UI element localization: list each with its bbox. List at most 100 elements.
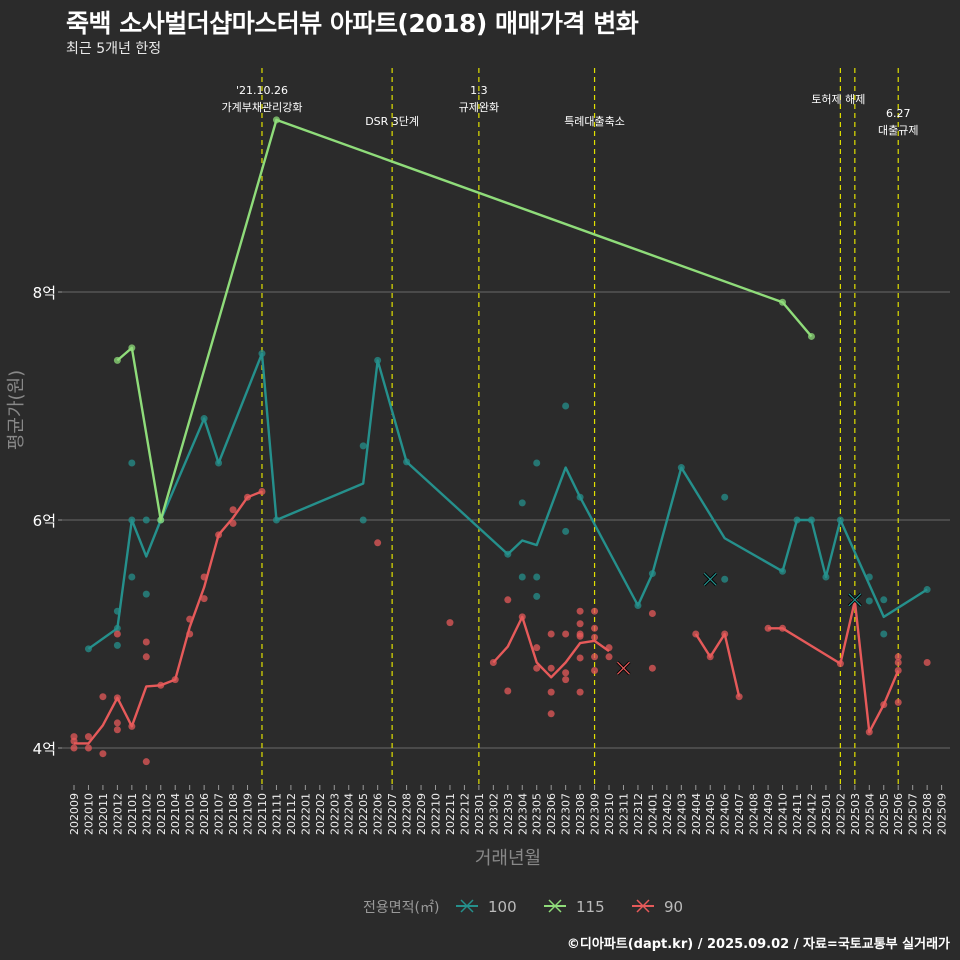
x-tick-label: 202507 [907,793,920,835]
x-tick-label: 202402 [661,793,674,835]
x-tick-label: 202210 [430,793,443,835]
x-tick-label: 202501 [820,793,833,835]
x-tick-label: 202307 [560,793,573,835]
data-point [99,750,107,758]
legend-key-icon [636,899,650,913]
data-point [576,632,584,640]
data-point [359,442,367,450]
series-line [74,490,263,745]
data-point [504,687,512,695]
series-100 [84,350,931,653]
data-point [591,666,599,674]
data-point [547,710,555,718]
data-point [113,641,121,649]
legend-label: 100 [488,898,517,916]
data-point [562,630,570,638]
x-tick-label: 202504 [863,793,876,835]
x-tick-label: 202009 [68,793,81,835]
x-tick-label: 202104 [169,793,182,835]
data-point [894,659,902,666]
legend-item-115: 115 [544,898,605,916]
data-point [142,516,150,524]
data-point [562,527,570,535]
data-point [142,590,150,598]
legend-key-icon [460,899,474,913]
data-point [128,459,136,467]
data-point [605,653,613,661]
x-tick-label: 202106 [198,793,211,835]
x-tick-label: 202102 [140,793,153,835]
data-point [99,693,107,701]
x-tick-label: 202012 [111,793,124,835]
x-tick-label: 202502 [834,793,847,835]
chart-title: 죽백 소사벌더샵마스터뷰 아파트(2018) 매매가격 변화 [66,9,639,38]
data-point [533,644,541,652]
data-point [562,669,570,677]
event-label: 6.27 [886,107,911,120]
x-tick-label: 202112 [285,793,298,835]
x-tick-label: 202410 [777,793,790,835]
x-tick-label: 202208 [401,793,414,835]
legend-label: 90 [664,898,683,916]
x-tick-label: 202212 [458,793,471,835]
x-tick-label: 202506 [892,793,905,835]
data-point [533,664,541,672]
data-point [547,664,555,672]
event-label: 대출규제 [878,124,918,137]
x-tick-label: 202209 [415,793,428,835]
data-point [721,575,729,583]
x-tick-label: 202206 [372,793,385,835]
x-tick-label: 202310 [603,793,616,835]
series-115 [113,116,815,524]
data-point [84,744,92,752]
x-tick-label: 202211 [444,793,457,835]
series-90 [70,488,931,766]
y-tick-label: 6억 [33,512,56,530]
data-point [374,539,382,547]
data-point [113,630,121,638]
x-tick-label: 202401 [646,793,659,835]
x-tick-label: 202202 [314,793,327,835]
y-tick-label: 8억 [33,284,56,302]
data-point [562,402,570,410]
x-tick-label: 202010 [82,793,95,835]
x-tick-label: 202309 [589,793,602,835]
legend-key-icon [548,899,562,913]
data-point [518,499,526,507]
data-point [533,459,541,467]
cancelled-deal-marker [616,661,631,676]
legend-item-100: 100 [456,898,517,916]
x-tick-label: 202403 [675,793,688,835]
data-point [84,733,92,741]
data-point [200,595,208,603]
event-label: 특례대출축소 [564,115,625,128]
data-point [142,758,150,766]
data-point [576,688,584,696]
x-tick-label: 202408 [748,793,761,835]
x-tick-label: 202204 [343,793,356,835]
data-point [880,630,888,638]
x-tick-label: 202201 [299,793,312,835]
data-point [591,653,599,661]
x-tick-label: 202305 [531,793,544,835]
data-point [648,609,656,617]
series-line [116,118,813,522]
data-point [70,744,78,752]
x-tick-label: 202108 [227,793,240,835]
data-point [128,573,136,581]
legend: 전용면적(㎡) 100 115 90 [363,898,683,916]
data-point [880,596,888,604]
cross-icon [848,593,862,607]
x-tick-label: 202405 [704,793,717,835]
legend-item-90: 90 [632,898,683,916]
y-axis-label: 평균가(원) [6,370,27,450]
x-tick-label: 202110 [256,793,269,835]
data-point [229,519,237,527]
data-point [359,516,367,524]
data-point [894,653,902,661]
x-tick-label: 202207 [386,793,399,835]
series-line [768,599,900,734]
data-point [576,654,584,662]
x-axis-label: 거래년월 [475,848,541,869]
x-tick-label: 202503 [849,793,862,835]
